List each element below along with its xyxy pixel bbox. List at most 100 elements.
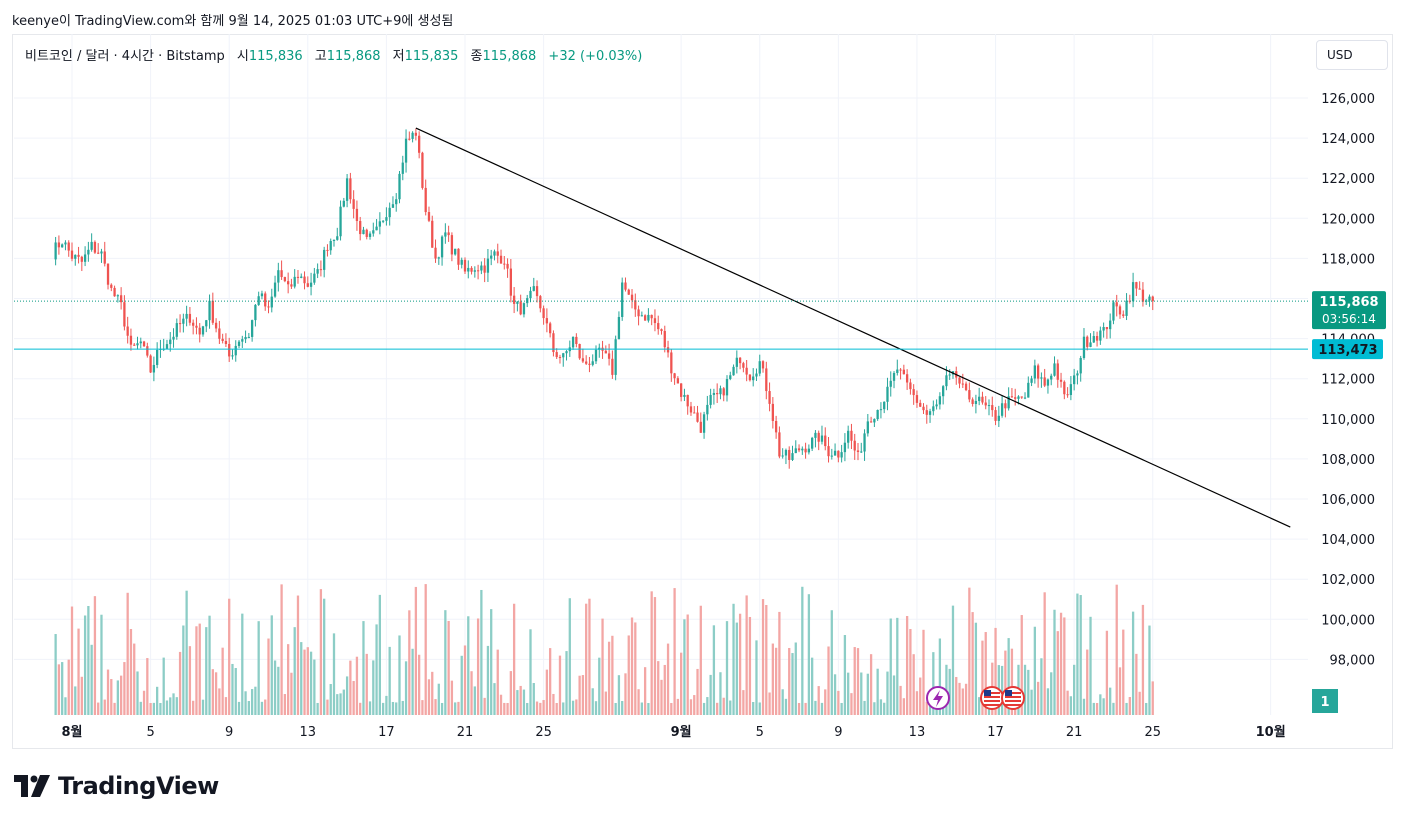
candle-body [126,326,129,336]
volume-bar [643,667,647,715]
candle-body [260,293,264,297]
volume-bar [745,595,748,715]
candle-body [811,437,814,449]
candle-body [211,300,214,323]
candle-body [205,320,208,327]
volume-bar [774,647,778,715]
candle-body [214,322,218,329]
candle-body [149,355,152,373]
volume-bar [657,661,660,715]
x-tick-label: 13 [300,725,317,740]
volume-bar [886,671,889,715]
candle-body [922,406,925,411]
candle-body [1138,288,1141,290]
volume-bar [788,647,791,715]
candle-body [93,241,97,253]
volume-bar [833,674,837,715]
volume-bar [607,641,611,715]
candle-body [1056,363,1059,380]
candle-body [837,450,840,458]
volume-bar [555,702,558,715]
volume-bar [119,675,123,715]
volume-bar [205,627,208,715]
candle-body [1112,302,1115,321]
candle-body [643,315,647,321]
candle-body [804,448,807,453]
volume-bar [863,700,866,715]
candle-body [824,435,827,447]
symbol-title[interactable]: 비트코인 / 달러 · 4시간 · Bitstamp [25,49,225,64]
volume-bar [211,669,214,715]
volume-bar [640,702,643,715]
candle-body [182,318,185,324]
candle-body [408,138,411,140]
candle-body [725,379,729,396]
candle-body [1007,396,1010,409]
volume-bar [378,594,381,715]
y-tick-label: 104,000 [1321,533,1375,548]
volume-bar [670,702,673,715]
candle-body [460,259,463,265]
candle-body [591,361,594,365]
volume-bar [558,655,562,715]
volume-bar [178,651,182,715]
candle-body [467,267,470,272]
candle-body [90,241,93,250]
volume-bar [185,590,188,715]
volume-bar [421,700,424,715]
candle-body [581,358,585,362]
x-tick-label: 8월 [61,724,82,740]
volume-bar [136,671,139,715]
candle-body [273,282,277,297]
candle-body [139,341,142,344]
volume-bar [146,658,149,715]
candle-body [516,301,519,304]
candle-body [368,233,372,237]
x-tick-label: 13 [909,725,926,740]
volume-bar [621,701,624,715]
candle-body [1141,289,1145,302]
last-price-tag [1312,291,1386,330]
candle-body [1115,302,1118,307]
candle-body [1040,377,1043,379]
candle-body [306,283,309,287]
candle-body [611,358,614,375]
candle-body [899,369,902,371]
price-chart[interactable]: 126,000124,000122,000120,000118,000116,0… [0,0,1406,760]
candle-body [919,402,922,407]
candle-body [958,377,961,384]
volume-bar [133,643,136,715]
candle-body [1086,336,1089,347]
candle-body [794,448,797,454]
volume-bar [676,698,680,715]
candle-body [509,268,512,296]
candle-body [840,452,843,458]
volume-bar [765,605,768,715]
candle-body [853,440,856,451]
volume-bar [974,622,978,715]
volume-bar [1145,702,1148,715]
candle-body [250,320,254,337]
candle-body [1010,396,1014,398]
volume-bar [224,697,228,715]
volume-bar [61,662,64,715]
candle-body [673,373,676,379]
candle-body [578,343,581,359]
y-tick-label: 98,000 [1330,653,1376,668]
tradingview-brand[interactable]: TradingView [14,772,219,800]
chart-caption: keenye이 TradingView.com와 함께 9월 14, 2025 … [12,14,454,29]
candle-body [283,277,287,282]
volume-bar [97,702,100,715]
candle-body [100,251,103,254]
candle-body [411,132,414,139]
candle-body [224,340,228,345]
candle-body [175,323,178,337]
volume-bar [306,647,309,715]
currency-button[interactable]: USD [1316,40,1388,70]
x-tick-label: 5 [146,725,154,740]
volume-bar [54,634,57,715]
candle-body [172,336,175,340]
volume-bar [156,686,159,715]
candle-body [863,433,866,452]
volume-bar [470,671,473,715]
